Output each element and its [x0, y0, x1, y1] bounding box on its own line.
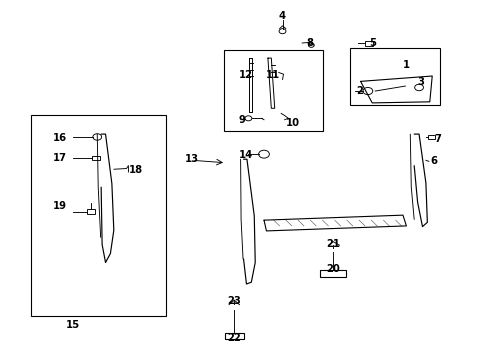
Text: 3: 3	[417, 77, 424, 87]
Text: 8: 8	[305, 38, 313, 48]
Text: 22: 22	[226, 333, 240, 343]
Text: 15: 15	[66, 320, 80, 330]
Text: 14: 14	[238, 150, 252, 160]
Text: 11: 11	[265, 70, 279, 80]
Text: 1: 1	[402, 59, 409, 69]
Text: 7: 7	[433, 134, 440, 144]
Text: 13: 13	[184, 154, 199, 164]
Text: 5: 5	[368, 38, 375, 48]
Text: 20: 20	[325, 264, 340, 274]
Text: 4: 4	[278, 11, 285, 21]
Bar	[349, 48, 439, 105]
Text: 19: 19	[53, 201, 67, 211]
Text: 23: 23	[226, 296, 240, 306]
Text: 9: 9	[238, 115, 244, 125]
Text: 2: 2	[355, 86, 362, 96]
Bar	[87, 210, 95, 214]
Text: 12: 12	[238, 70, 252, 80]
Bar	[224, 50, 322, 131]
Text: 10: 10	[285, 118, 300, 128]
Text: 18: 18	[129, 165, 143, 175]
Bar	[427, 135, 434, 139]
Bar	[224, 333, 243, 338]
Bar	[365, 41, 372, 45]
Text: 21: 21	[325, 239, 340, 249]
Bar	[92, 156, 100, 160]
Bar	[31, 115, 166, 316]
Bar	[320, 270, 346, 277]
Text: 17: 17	[53, 153, 67, 163]
Text: 6: 6	[429, 156, 436, 166]
Text: 16: 16	[53, 133, 67, 143]
